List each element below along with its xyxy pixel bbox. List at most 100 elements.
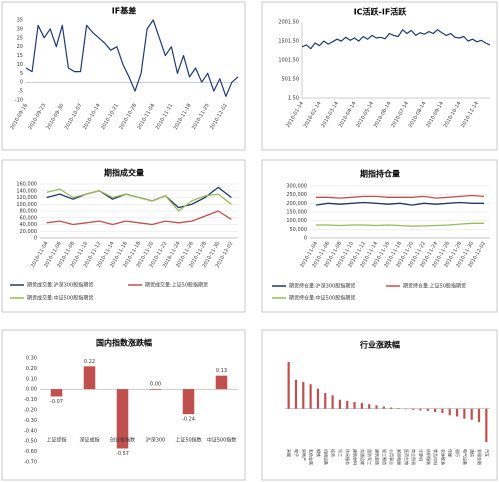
- x-tick-label: 通信: [470, 449, 476, 457]
- x-tick-label: 轻工制造: [382, 449, 388, 465]
- bar: [316, 388, 320, 409]
- y-tick-label: 0: [304, 236, 307, 242]
- bar: [149, 389, 162, 390]
- x-tick-label: 中证500指数: [207, 437, 237, 444]
- bar: [426, 408, 429, 411]
- x-tick-label: 银行: [455, 449, 461, 457]
- x-tick-label: 深证成指: [79, 437, 99, 444]
- y-tick-label: -0.20: [24, 408, 37, 414]
- legend-label: 期货持仓量:中证500股指期货: [289, 295, 355, 302]
- y-tick-label: -10: [15, 98, 23, 104]
- y-tick-label: -0.40: [24, 428, 37, 434]
- y-tick-label: 25: [17, 35, 23, 41]
- series-line: [25, 19, 239, 97]
- x-tick-label: 沪深300: [146, 437, 166, 444]
- y-tick-label: 0.00: [26, 387, 37, 393]
- bar: [331, 395, 334, 409]
- bar: [360, 403, 363, 409]
- x-tick-label: 纺织服装: [426, 449, 432, 465]
- x-tick-label: 传媒: [448, 449, 454, 457]
- bar: [448, 408, 451, 416]
- bar: [368, 404, 371, 409]
- y-tick-label: 140,000: [16, 188, 37, 194]
- value-label: 0.00: [150, 382, 161, 388]
- bar: [116, 389, 129, 449]
- x-tick-label: 食品饮料: [433, 449, 439, 465]
- y-tick-label: 300,000: [286, 184, 307, 190]
- legend-label: 期货成交量:中证500股指期货: [27, 295, 93, 302]
- y-tick-label: 40,000: [20, 222, 38, 228]
- chart-title: 期指成交量: [104, 168, 144, 178]
- y-tick-label: 100,000: [286, 218, 307, 224]
- chart-title: 国内指数涨跌幅: [96, 338, 152, 348]
- y-tick-label: 50,000: [290, 227, 308, 233]
- x-tick-label: 商业贸易: [411, 449, 417, 465]
- y-tick-label: 0.20: [26, 366, 37, 372]
- x-tick-label: 建筑装饰: [375, 449, 381, 465]
- y-tick-label: 30: [17, 26, 23, 32]
- y-tick-label: 35: [17, 18, 23, 24]
- y-tick-label: 501.50: [282, 77, 300, 83]
- y-tick-label: 0: [34, 236, 37, 242]
- y-tick-label: 0: [20, 80, 23, 86]
- bar: [463, 408, 466, 419]
- y-tick-label: 80,000: [20, 209, 38, 215]
- y-tick-label: 0.30: [26, 356, 37, 362]
- x-tick-label: 休闲服务: [345, 449, 351, 465]
- legend-label: 期货成交量:上证50股指期货: [145, 282, 208, 289]
- panel-frame: [261, 1, 498, 151]
- y-tick-label: 160,000: [16, 182, 37, 188]
- y-tick-label: 10: [17, 62, 23, 68]
- bar: [50, 389, 63, 397]
- y-tick-label: 60,000: [20, 215, 38, 221]
- legend-label: 期货持仓量:沪深300股指期货: [289, 283, 355, 290]
- bar: [302, 382, 305, 409]
- y-tick-label: 1501.50: [278, 39, 299, 45]
- series-line: [316, 222, 484, 227]
- x-tick-label: 有色金属: [309, 449, 315, 465]
- x-tick-label: 计算机: [418, 449, 424, 461]
- bar: [390, 407, 393, 409]
- series-line: [301, 29, 491, 50]
- y-tick-label: 1.50: [288, 96, 299, 102]
- bar: [441, 408, 444, 414]
- bar: [287, 362, 290, 409]
- panel-frame: [1, 159, 246, 313]
- y-tick-label: 20,000: [20, 229, 38, 235]
- x-tick-label: 国防军工: [367, 449, 373, 465]
- x-tick-label: 化工: [338, 449, 344, 457]
- x-tick-label: 家用电器: [396, 449, 402, 465]
- x-tick-label: 上证50指数: [175, 437, 201, 444]
- value-label: -0.57: [116, 451, 129, 457]
- bar: [485, 408, 488, 442]
- value-label: 0.13: [216, 368, 227, 374]
- y-tick-label: -0.10: [24, 397, 37, 403]
- legend-label: 期货持仓量:上证50股指期货: [403, 283, 466, 290]
- x-tick-label: 汽车: [484, 449, 490, 457]
- y-tick-label: 200,000: [286, 201, 307, 207]
- value-label: -0.24: [182, 417, 195, 423]
- x-tick-label: 交通运输: [360, 449, 366, 465]
- bar: [182, 389, 195, 415]
- y-tick-label: -0.30: [24, 418, 37, 424]
- bar: [477, 408, 481, 422]
- x-tick-label: 公用事业: [389, 449, 395, 465]
- y-tick-label: 0.10: [26, 376, 37, 382]
- x-tick-label: 电气设备: [462, 449, 468, 465]
- x-tick-label: 采掘: [287, 449, 293, 457]
- x-tick-label: 医药生物: [404, 449, 410, 465]
- y-tick-label: -0.60: [24, 449, 37, 455]
- y-tick-label: 150,000: [286, 210, 307, 216]
- y-tick-label: 1001.50: [278, 58, 299, 64]
- bar: [338, 399, 342, 409]
- y-tick-label: 2001.50: [278, 20, 299, 26]
- x-tick-label: 房地产: [301, 449, 307, 461]
- bar: [397, 408, 400, 409]
- panel-frame: [1, 1, 246, 151]
- x-tick-label: 钢铁: [316, 449, 322, 457]
- y-tick-label: 250,000: [286, 192, 307, 198]
- x-tick-label: 综合: [331, 449, 337, 457]
- y-tick-label: 120,000: [16, 195, 37, 201]
- bar: [375, 405, 378, 409]
